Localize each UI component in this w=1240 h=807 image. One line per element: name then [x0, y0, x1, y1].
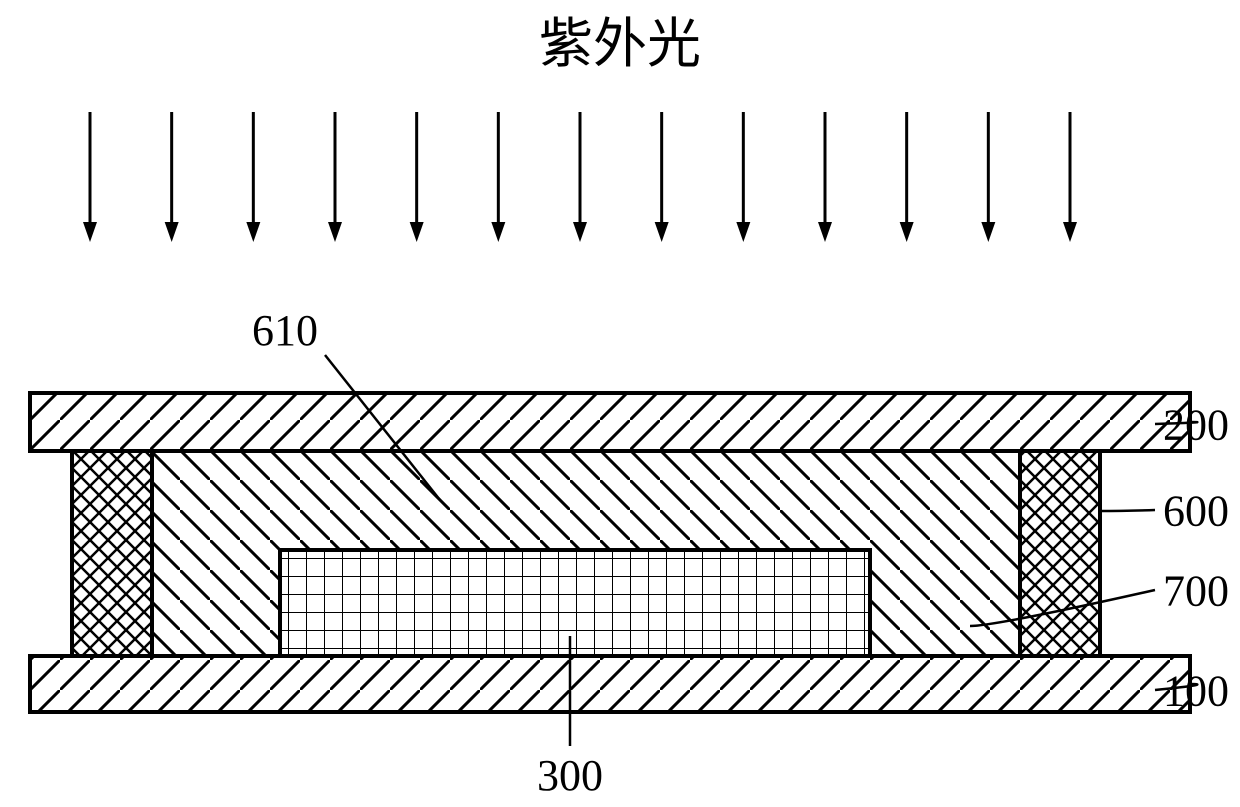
layer-600-right	[1020, 451, 1100, 656]
layer-600-left	[72, 451, 152, 656]
ref-700-label: 700	[1163, 566, 1229, 615]
ref-600-leader	[1100, 510, 1155, 511]
title-label: 紫外光	[539, 14, 701, 74]
ref-610-label: 610	[252, 306, 318, 355]
ref-600-label: 600	[1163, 486, 1229, 535]
ref-300-label: 300	[537, 751, 603, 800]
ref-200-label: 200	[1163, 400, 1229, 449]
ref-100-label: 100	[1163, 666, 1229, 715]
uv-arrows	[83, 112, 1077, 242]
layer-300	[280, 550, 870, 656]
layer-200	[30, 393, 1190, 451]
layer-100	[30, 656, 1190, 712]
